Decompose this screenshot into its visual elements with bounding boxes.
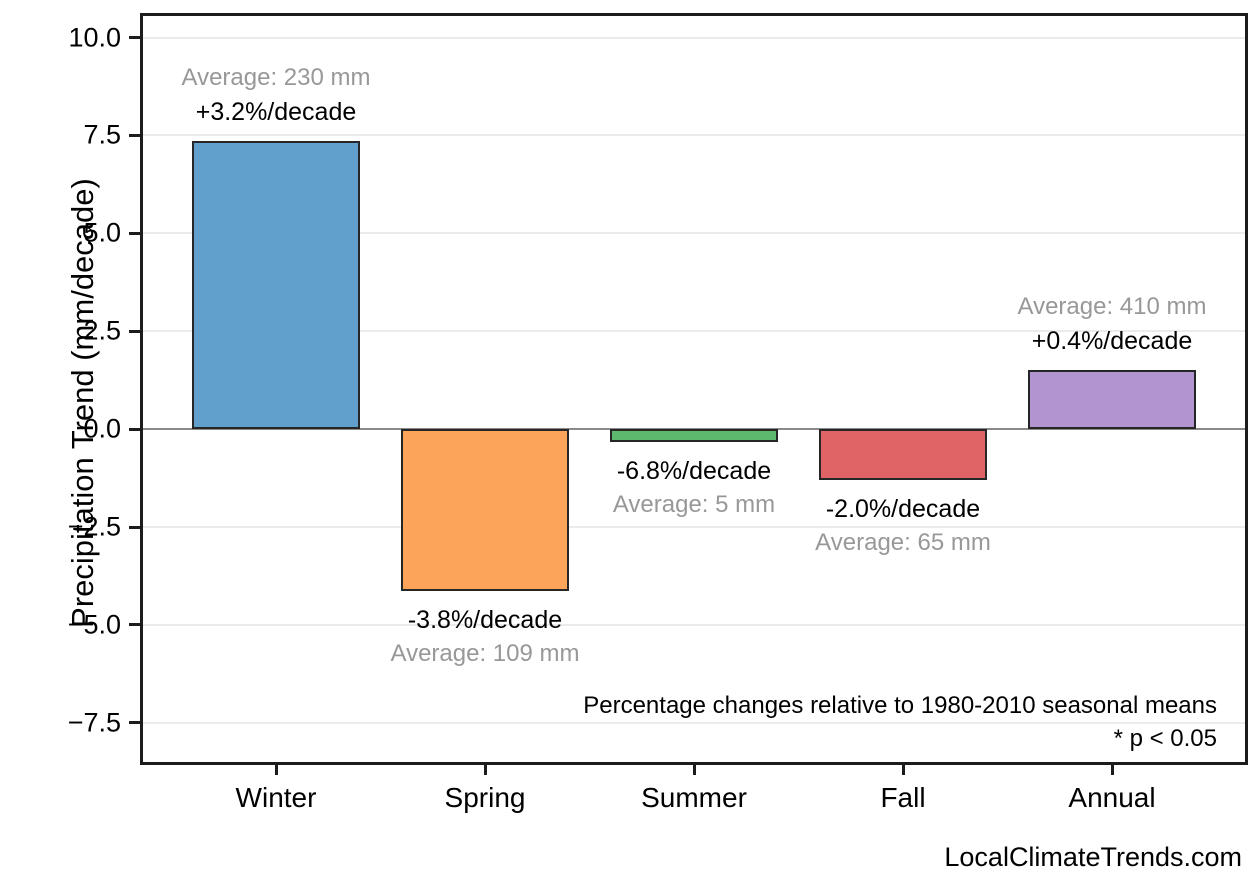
pct-change-label: -6.8%/decade (616, 457, 772, 486)
pct-change-label: -3.8%/decade (407, 606, 563, 635)
annotation-pvalue-note: * p < 0.05 (1113, 725, 1217, 752)
bar-winter (192, 140, 360, 430)
y-tick-mark (129, 623, 140, 627)
y-tick-label: 5.0 (83, 217, 121, 248)
gridline-y-2.5 (143, 330, 1245, 333)
x-tick-label-fall: Fall (880, 782, 926, 813)
x-tick-label-winter: Winter (235, 782, 317, 813)
y-tick-mark (129, 133, 140, 137)
pct-change-label: -2.0%/decade (825, 495, 981, 524)
y-tick-label: 0.0 (83, 413, 121, 444)
gridline-y-−7.5 (143, 721, 1245, 724)
x-tick-mark (483, 765, 487, 775)
y-tick-label: −7.5 (67, 707, 121, 738)
y-tick-mark (129, 329, 140, 333)
x-tick-mark (274, 765, 278, 775)
pct-change-label: +3.2%/decade (195, 97, 357, 126)
gridline-y-−5.0 (143, 623, 1245, 626)
y-tick-label: 2.5 (83, 315, 121, 346)
average-label: Average: 5 mm (612, 491, 776, 519)
annotation-means-note: Percentage changes relative to 1980-2010… (583, 692, 1217, 719)
average-label: Average: 65 mm (815, 529, 991, 557)
plot-area: Precipitation Trend (mm/decade) Average:… (65, 13, 1248, 813)
bar-spring (401, 429, 569, 592)
x-tick-mark (901, 765, 905, 775)
bar-fall (819, 429, 987, 481)
x-tick-label-spring: Spring (444, 782, 526, 813)
bar-label-fall: -2.0%/decade Average: 65 mm (815, 492, 991, 560)
y-tick-mark (129, 721, 140, 725)
gridline-y-5.0 (143, 232, 1245, 235)
gridline-y-−2.5 (143, 526, 1245, 529)
watermark-text: LocalClimateTrends.com (944, 842, 1242, 872)
x-tick-mark (692, 765, 696, 775)
average-label: Average: 230 mm (181, 63, 371, 91)
y-tick-mark (129, 427, 140, 431)
bar-summer (610, 429, 778, 443)
bar-label-annual: Average: 410 mm +0.4%/decade (1018, 290, 1207, 358)
y-tick-mark (129, 36, 140, 40)
bar-annual (1028, 370, 1196, 430)
average-label: Average: 410 mm (1017, 293, 1207, 321)
y-tick-label: 7.5 (83, 119, 121, 150)
average-label: Average: 109 mm (390, 640, 580, 668)
pct-change-label: +0.4%/decade (1031, 327, 1193, 356)
bar-label-summer: -6.8%/decade Average: 5 mm (613, 454, 775, 522)
gridline-y-7.5 (143, 134, 1245, 137)
bar-label-winter: Average: 230 mm +3.2%/decade (182, 61, 371, 129)
y-tick-label: −5.0 (67, 609, 121, 640)
y-tick-label: −2.5 (67, 511, 121, 542)
bar-label-spring: -3.8%/decade Average: 109 mm (391, 603, 580, 671)
gridline-y-10.0 (143, 36, 1245, 39)
x-tick-label-summer: Summer (641, 782, 747, 813)
y-tick-mark (129, 525, 140, 529)
x-tick-label-annual: Annual (1068, 782, 1156, 813)
x-tick-mark (1110, 765, 1114, 775)
y-tick-mark (129, 231, 140, 235)
y-tick-label: 10.0 (68, 22, 121, 53)
